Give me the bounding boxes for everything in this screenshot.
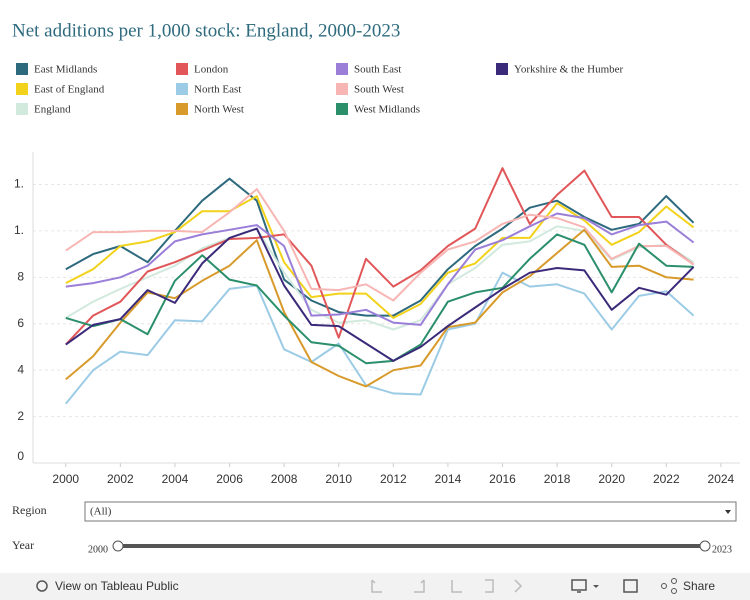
- x-tick-label: 2000: [52, 472, 79, 486]
- y-tick-label: 6: [17, 316, 24, 330]
- x-tick-label: 2010: [325, 472, 352, 486]
- y-tick-label: 8: [17, 270, 24, 284]
- legend: East Midlands East of England England Londo…: [16, 63, 624, 116]
- link-text: View on Tableau Public: [55, 579, 179, 593]
- icon: [671, 578, 677, 584]
- x-tick-label: 2018: [544, 472, 571, 486]
- download-arrow: [593, 585, 599, 588]
- plot-area: 0 2 4 6 8 1. 1. 2000 2002 2004 2006 2008 2010 2012 201…: [14, 152, 740, 486]
- icon: [36, 580, 48, 592]
- slider-handle[interactable]: [699, 540, 711, 552]
- toolbar: [0, 573, 750, 600]
- series-line: [65, 233, 694, 365]
- legend-label: Yorkshire & the Humber: [514, 64, 624, 76]
- filter-label: Region: [12, 503, 47, 517]
- legend-label: South East: [354, 64, 401, 76]
- legend-label: London: [194, 64, 229, 76]
- share-button[interactable]: Share: [661, 578, 716, 594]
- legend-swatch: [16, 103, 28, 115]
- slider-handle[interactable]: [112, 540, 124, 552]
- chart-title: Net additions per 1,000 stock: England, …: [12, 20, 400, 41]
- series-line: [65, 228, 694, 388]
- legend-swatch: [336, 83, 348, 95]
- y-tick-label: 4: [17, 362, 24, 376]
- revert-button[interactable]: [451, 580, 462, 593]
- x-tick-label: 2006: [216, 472, 243, 486]
- share-text: Share: [683, 579, 715, 593]
- y-tick-label: 1.: [14, 177, 24, 191]
- icon: [671, 588, 677, 594]
- slider-max: 2023: [712, 544, 732, 555]
- x-tick-label: 2022: [653, 472, 680, 486]
- legend-label: East of England: [34, 84, 105, 96]
- x-tick-label: 2020: [598, 472, 625, 486]
- series-line: [65, 167, 695, 346]
- legend-label: North West: [194, 104, 244, 116]
- legend-swatch: [176, 103, 188, 115]
- legend-label: East Midlands: [34, 64, 97, 76]
- download-button[interactable]: [571, 579, 587, 593]
- redo-button[interactable]: [414, 579, 425, 593]
- legend-swatch: [336, 103, 348, 115]
- series-line: [65, 188, 695, 302]
- legend-swatch: [336, 63, 348, 75]
- legend-swatch: [496, 63, 508, 75]
- x-tick-label: 2002: [107, 472, 134, 486]
- series-line: [65, 227, 695, 362]
- undo-button[interactable]: [371, 579, 382, 593]
- pause-button[interactable]: [514, 579, 523, 593]
- x-tick-label: 2024: [708, 472, 735, 486]
- x-tick-label: 2004: [162, 472, 189, 486]
- region-dropdown[interactable]: [84, 501, 737, 522]
- filter-label: Year: [12, 538, 34, 552]
- dropdown-value: (All): [90, 506, 112, 518]
- fullscreen-button[interactable]: [623, 579, 638, 593]
- legend-swatch: [176, 83, 188, 95]
- x-tick-label: 2008: [271, 472, 298, 486]
- slider-track: [118, 544, 706, 548]
- series-line: [65, 271, 695, 405]
- legend-label: North East: [194, 84, 241, 96]
- legend-label: England: [34, 104, 71, 116]
- legend-swatch: [176, 63, 188, 75]
- y-tick-label: 1.: [14, 223, 24, 237]
- y-tick-label: 0: [17, 449, 24, 463]
- legend-swatch: [16, 63, 28, 75]
- view-link[interactable]: View on Tableau Public: [36, 579, 179, 593]
- legend-label: South West: [354, 84, 404, 96]
- refresh-button[interactable]: [485, 579, 494, 593]
- series-line: [65, 195, 695, 319]
- x-tick-label: 2012: [380, 472, 407, 486]
- x-tick-label: 2014: [435, 472, 462, 486]
- y-tick-label: 2: [17, 409, 24, 423]
- legend-swatch: [16, 83, 28, 95]
- x-tick-label: 2016: [489, 472, 516, 486]
- dropdown-arrow: [725, 510, 731, 514]
- legend-label: West Midlands: [354, 104, 420, 116]
- slider-min: 2000: [88, 544, 108, 555]
- series-line: [65, 212, 695, 326]
- icon: [661, 583, 667, 589]
